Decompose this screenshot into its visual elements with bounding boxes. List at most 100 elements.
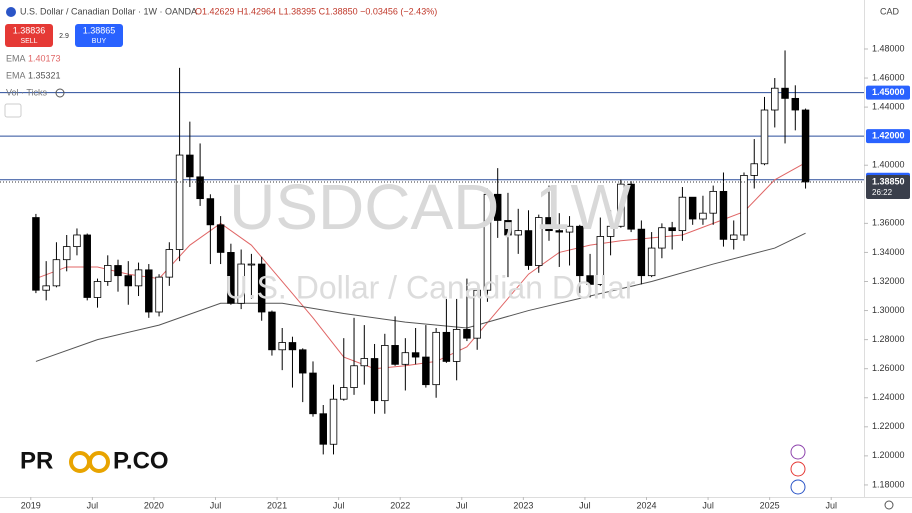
candle-body (114, 265, 122, 277)
candle-body (124, 275, 133, 287)
candle-body (781, 87, 789, 99)
eye-icon[interactable] (55, 88, 65, 98)
x-tick-label: Jul (825, 500, 837, 510)
settings-icon[interactable] (884, 500, 894, 510)
candle-body (545, 217, 553, 232)
level-badge (866, 85, 910, 100)
candle-body (617, 183, 625, 227)
x-tick-label: 2021 (267, 500, 287, 510)
y-tick-label: 1.34000 (872, 247, 905, 257)
legend-name: EMA (6, 53, 26, 63)
candle-body (473, 289, 481, 339)
last-price-badge (866, 174, 910, 199)
y-tick-label: 1.40000 (872, 160, 905, 170)
volume-label: Vol · Ticks (6, 87, 48, 97)
x-tick-label: 2024 (636, 500, 656, 510)
candle-body (719, 190, 728, 240)
ohlc: O1.42629 H1.42964 L1.38395 C1.38850 −0.0… (195, 6, 437, 16)
candle-body (93, 281, 102, 298)
candle-body (288, 342, 297, 351)
candle-body (134, 269, 143, 287)
candle-body (370, 358, 379, 402)
candle-body (699, 212, 707, 220)
x-tick-label: 2023 (513, 500, 533, 510)
candle-body (514, 230, 522, 236)
buy-price: 1.38865 (83, 25, 116, 35)
x-tick-label: Jul (210, 500, 222, 510)
candle-body (216, 224, 225, 253)
watermark-subtitle: U.S. Dollar / Canadian Dollar (225, 269, 636, 305)
candle-body (411, 352, 420, 358)
candle-body (576, 225, 584, 277)
x-tick-label: 2020 (144, 500, 164, 510)
candle-body (104, 265, 112, 282)
y-tick-label: 1.30000 (872, 305, 905, 315)
candle-body (42, 285, 50, 291)
y-tick-label: 1.44000 (872, 101, 905, 111)
y-tick-label: 1.26000 (872, 363, 905, 373)
event-icon[interactable] (790, 479, 806, 495)
plot (0, 50, 864, 455)
legend-value: 1.35321 (28, 70, 61, 80)
x-tick-label: Jul (702, 500, 714, 510)
sell-label: SELL (20, 38, 37, 45)
candle-body (432, 331, 440, 386)
candle-body (155, 276, 163, 313)
candle-body (452, 329, 461, 362)
candle-body (555, 230, 564, 233)
currency[interactable]: CAD (880, 6, 900, 16)
candle-body (350, 365, 358, 388)
candle-body (73, 234, 81, 248)
candle-body (627, 183, 635, 230)
candle-body (535, 217, 543, 266)
candle-body (750, 163, 758, 176)
candle-body (360, 358, 369, 367)
candle-body (186, 154, 194, 178)
candle-body (257, 263, 266, 313)
ema-line (35, 162, 806, 370)
level-badge (866, 129, 910, 144)
candle-body (62, 246, 71, 261)
candle-body (422, 356, 430, 386)
flag-icon (6, 7, 16, 17)
candle-body (391, 345, 399, 365)
event-icon[interactable] (790, 461, 806, 477)
candle-body (771, 87, 779, 111)
symbol: U.S. Dollar / Canadian Dollar · 1W · OAN… (20, 6, 197, 16)
buy-button[interactable] (75, 24, 123, 47)
event-icon[interactable] (790, 444, 806, 460)
candle-body (709, 190, 717, 214)
x-tick-label: Jul (87, 500, 99, 510)
candle-body (278, 342, 286, 351)
ema-line (35, 232, 806, 362)
candle-body (442, 331, 451, 362)
x-tick-label: 2025 (760, 500, 780, 510)
candle-body (247, 263, 256, 266)
candle-body (340, 387, 348, 400)
candle-body (586, 275, 594, 285)
candle-body (801, 109, 810, 183)
candle-body (175, 154, 184, 250)
y-tick-label: 1.48000 (872, 43, 905, 53)
legend-value: 1.40173 (28, 53, 61, 63)
candle-body (791, 97, 800, 111)
collapse-button[interactable] (4, 103, 22, 118)
y-tick-label: 1.32000 (872, 276, 905, 286)
candle-body (760, 109, 769, 165)
candle-body (309, 372, 317, 415)
y-tick-label: 1.46000 (872, 72, 905, 82)
candle-body (637, 228, 646, 277)
watermark-title: USDCAD, 1W (229, 171, 631, 243)
level-label: 1.45000 (872, 87, 905, 97)
y-tick-label: 1.24000 (872, 392, 905, 402)
y-tick-label: 1.28000 (872, 334, 905, 344)
candle-body (688, 196, 697, 220)
sell-button[interactable] (5, 24, 53, 47)
candle-body (227, 252, 235, 304)
sell-price: 1.38836 (13, 25, 46, 35)
candle-body (493, 193, 502, 221)
spread: 2.9 (59, 33, 69, 40)
candle-body (298, 349, 307, 374)
candle-body (52, 259, 61, 287)
